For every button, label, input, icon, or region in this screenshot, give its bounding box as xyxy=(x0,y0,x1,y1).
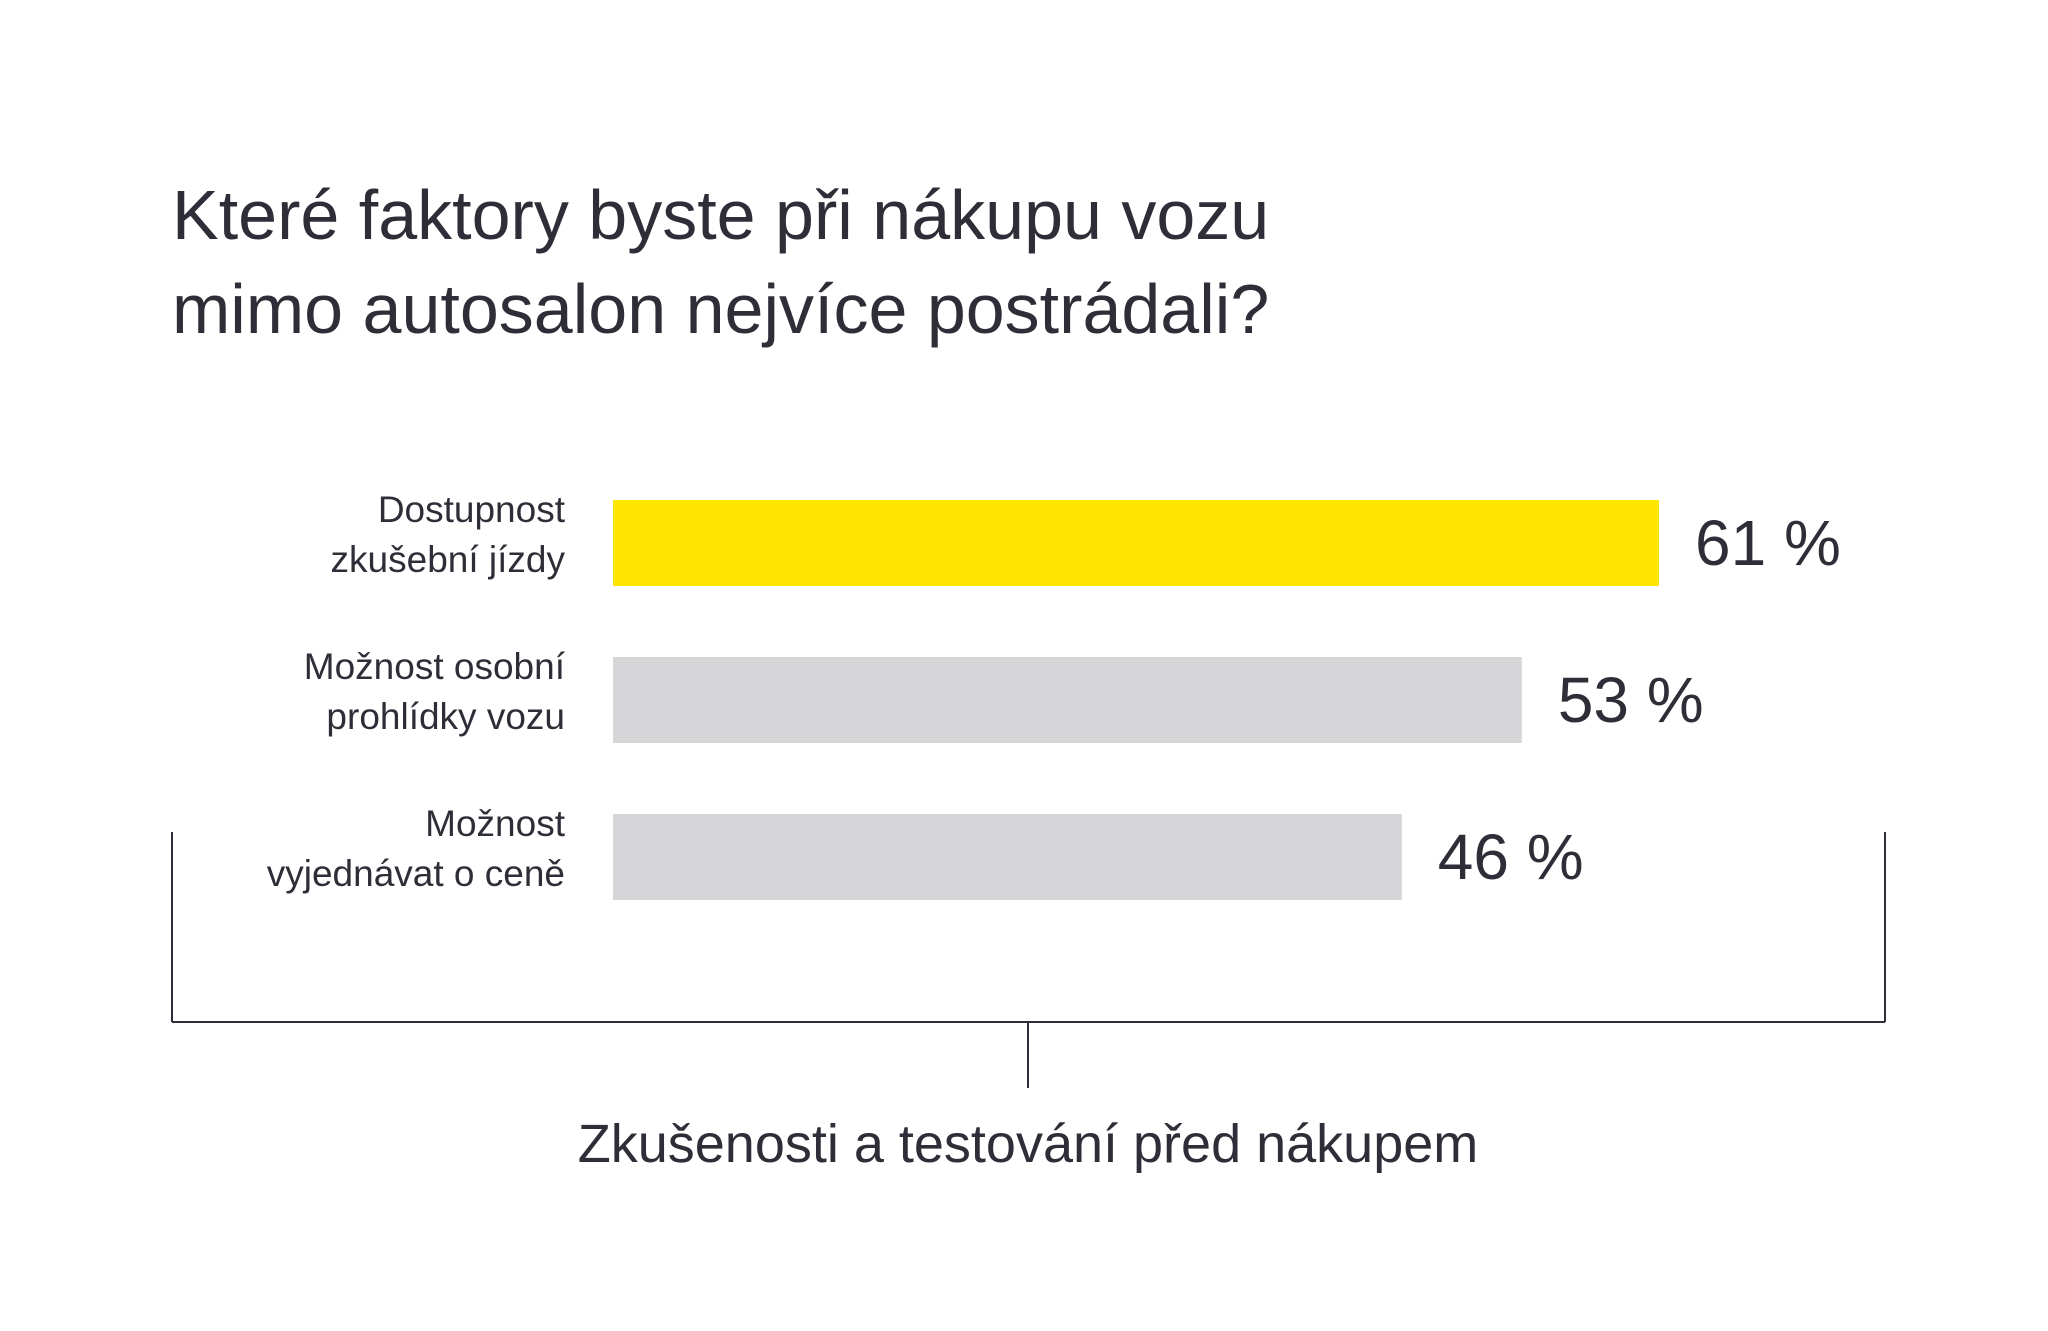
group-label: Zkušenosti a testování před nákupem xyxy=(578,1114,1479,1174)
bar-2 xyxy=(613,657,1522,743)
value-label-1: 61 % xyxy=(1695,507,1841,579)
category-label-3: Možnost vyjednávat o ceně xyxy=(267,803,566,894)
value-label-2: 53 % xyxy=(1558,664,1704,736)
category-label-1: Dostupnost zkušební jízdy xyxy=(331,489,566,580)
category-label-2-line-2: prohlídky vozu xyxy=(326,696,565,737)
category-label-3-line-1: Možnost xyxy=(425,803,566,844)
chart-title-line-2: mimo autosalon nejvíce postrádali? xyxy=(172,270,1270,348)
bar-3 xyxy=(613,814,1402,900)
chart-title-line-1: Které faktory byste při nákupu vozu xyxy=(172,176,1270,254)
value-label-3: 46 % xyxy=(1438,821,1584,893)
category-label-2-line-1: Možnost osobní xyxy=(304,646,566,687)
group-bracket xyxy=(171,832,1886,1088)
category-label-1-line-1: Dostupnost xyxy=(378,489,566,530)
category-label-2: Možnost osobní prohlídky vozu xyxy=(304,646,566,737)
category-label-3-line-2: vyjednávat o ceně xyxy=(267,853,565,894)
chart-title: Které faktory byste při nákupu vozu mimo… xyxy=(172,168,1672,356)
bar-1 xyxy=(613,500,1659,586)
bars-group: Dostupnost zkušební jízdy 61 % Možnost osob… xyxy=(267,489,1841,900)
category-label-1-line-2: zkušební jízdy xyxy=(331,539,566,580)
